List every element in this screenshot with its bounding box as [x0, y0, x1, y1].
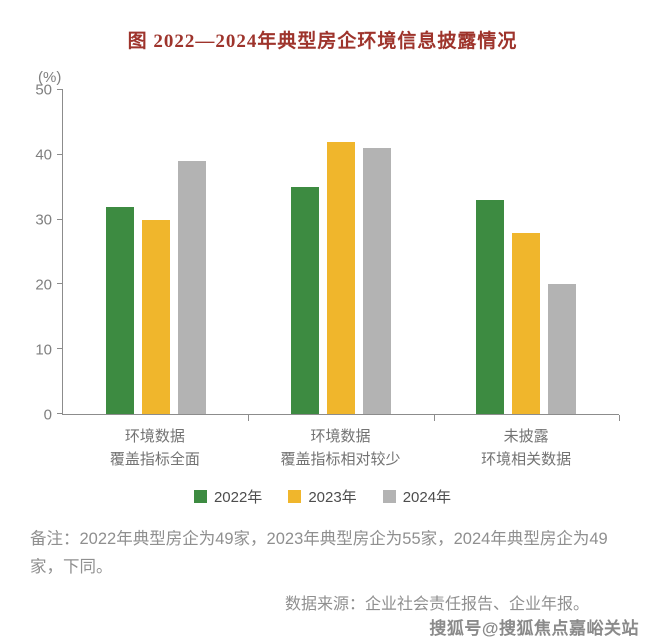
bar-2023年 [326, 141, 355, 414]
y-axis-tick-label: 0 [43, 406, 52, 424]
x-axis-category-label: 环境数据 覆盖指标全面 [109, 428, 200, 469]
y-axis-tick-mark [57, 283, 63, 285]
y-axis: 0 10 20 30 40 50 [26, 83, 62, 423]
y-axis-tick-mark [57, 153, 63, 155]
legend-label: 2024年 [402, 488, 452, 506]
legend-item: 2023年 [288, 486, 357, 507]
y-axis-tick-mark [57, 348, 63, 350]
bar-2024年 [177, 161, 206, 414]
source-text: 数据来源：企业社会责任报告、企业年报。 [284, 596, 589, 614]
legend: 2022年 2023年 2024年 [26, 486, 619, 507]
bar-group [248, 90, 433, 414]
y-axis-tick-mark [57, 218, 63, 220]
y-axis-tick-label: 20 [35, 276, 52, 294]
x-axis-labels: 环境数据 覆盖指标全面 环境数据 覆盖指标相对较少 未披露 环境相关数据 [62, 425, 619, 472]
bar-2023年 [512, 232, 541, 414]
y-axis-unit-label: (%) [38, 69, 62, 86]
plot-area [57, 89, 620, 421]
bar-chart: (%) 0 10 20 30 40 50 环境数据 覆盖指标全面 环境数据 覆盖指标相对较少… [26, 69, 620, 507]
legend-label: 2023年 [308, 488, 357, 506]
y-axis-tick-label: 30 [35, 211, 52, 229]
watermark-text: 搜狐号@搜狐焦点嘉峪关站 [429, 619, 639, 638]
legend-item: 2024年 [382, 486, 452, 507]
bar-2024年 [362, 148, 391, 414]
y-axis-tick-label: 50 [35, 81, 52, 99]
x-axis-category-label: 未披露 环境相关数据 [481, 428, 572, 469]
y-axis-tick-mark [57, 89, 63, 90]
x-axis-tick-mark [248, 415, 250, 421]
bar-2023年 [141, 219, 170, 414]
legend-swatch-icon [193, 489, 207, 503]
bar-2022年 [105, 206, 134, 414]
y-axis-tick-label: 10 [35, 341, 52, 359]
bar-group [434, 90, 619, 414]
bar-2022年 [476, 200, 505, 414]
x-axis-tick-mark [433, 415, 435, 421]
y-axis-tick-mark [57, 413, 63, 414]
legend-swatch-icon [288, 489, 302, 503]
bar-2024年 [548, 284, 577, 414]
legend-item: 2022年 [193, 486, 263, 507]
x-axis-tick-mark [619, 415, 620, 421]
bar-2022年 [290, 187, 319, 414]
legend-label: 2022年 [213, 488, 263, 506]
y-axis-tick-label: 40 [35, 146, 52, 164]
chart-title: 图 2022—2024年典型房企环境信息披露情况 [127, 31, 518, 52]
x-axis-category-label: 环境数据 覆盖指标相对较少 [280, 428, 401, 469]
plot-wrapper: 0 10 20 30 40 50 [26, 83, 620, 423]
legend-swatch-icon [382, 489, 396, 503]
note-text: 备注：2022年典型房企为49家，2023年典型房企为55家，2024年典型房企… [30, 529, 608, 577]
bar-group [63, 90, 248, 414]
